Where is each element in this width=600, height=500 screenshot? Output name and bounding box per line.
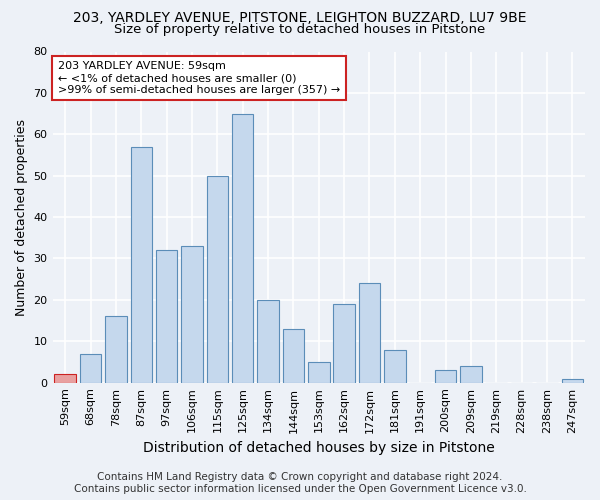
- Bar: [181, 246, 203, 382]
- Bar: [435, 370, 457, 382]
- Bar: [80, 354, 101, 382]
- Bar: [460, 366, 482, 382]
- Bar: [308, 362, 329, 382]
- Bar: [232, 114, 253, 382]
- Bar: [562, 378, 583, 382]
- Bar: [131, 146, 152, 382]
- Bar: [334, 304, 355, 382]
- Bar: [55, 374, 76, 382]
- Bar: [206, 176, 228, 382]
- X-axis label: Distribution of detached houses by size in Pitstone: Distribution of detached houses by size …: [143, 441, 494, 455]
- Text: Contains HM Land Registry data © Crown copyright and database right 2024.
Contai: Contains HM Land Registry data © Crown c…: [74, 472, 526, 494]
- Bar: [283, 329, 304, 382]
- Bar: [105, 316, 127, 382]
- Y-axis label: Number of detached properties: Number of detached properties: [15, 118, 28, 316]
- Bar: [359, 284, 380, 382]
- Text: 203, YARDLEY AVENUE, PITSTONE, LEIGHTON BUZZARD, LU7 9BE: 203, YARDLEY AVENUE, PITSTONE, LEIGHTON …: [73, 11, 527, 25]
- Text: Size of property relative to detached houses in Pitstone: Size of property relative to detached ho…: [115, 22, 485, 36]
- Bar: [384, 350, 406, 382]
- Bar: [257, 300, 279, 382]
- Text: 203 YARDLEY AVENUE: 59sqm
← <1% of detached houses are smaller (0)
>99% of semi-: 203 YARDLEY AVENUE: 59sqm ← <1% of detac…: [58, 62, 340, 94]
- Bar: [156, 250, 178, 382]
